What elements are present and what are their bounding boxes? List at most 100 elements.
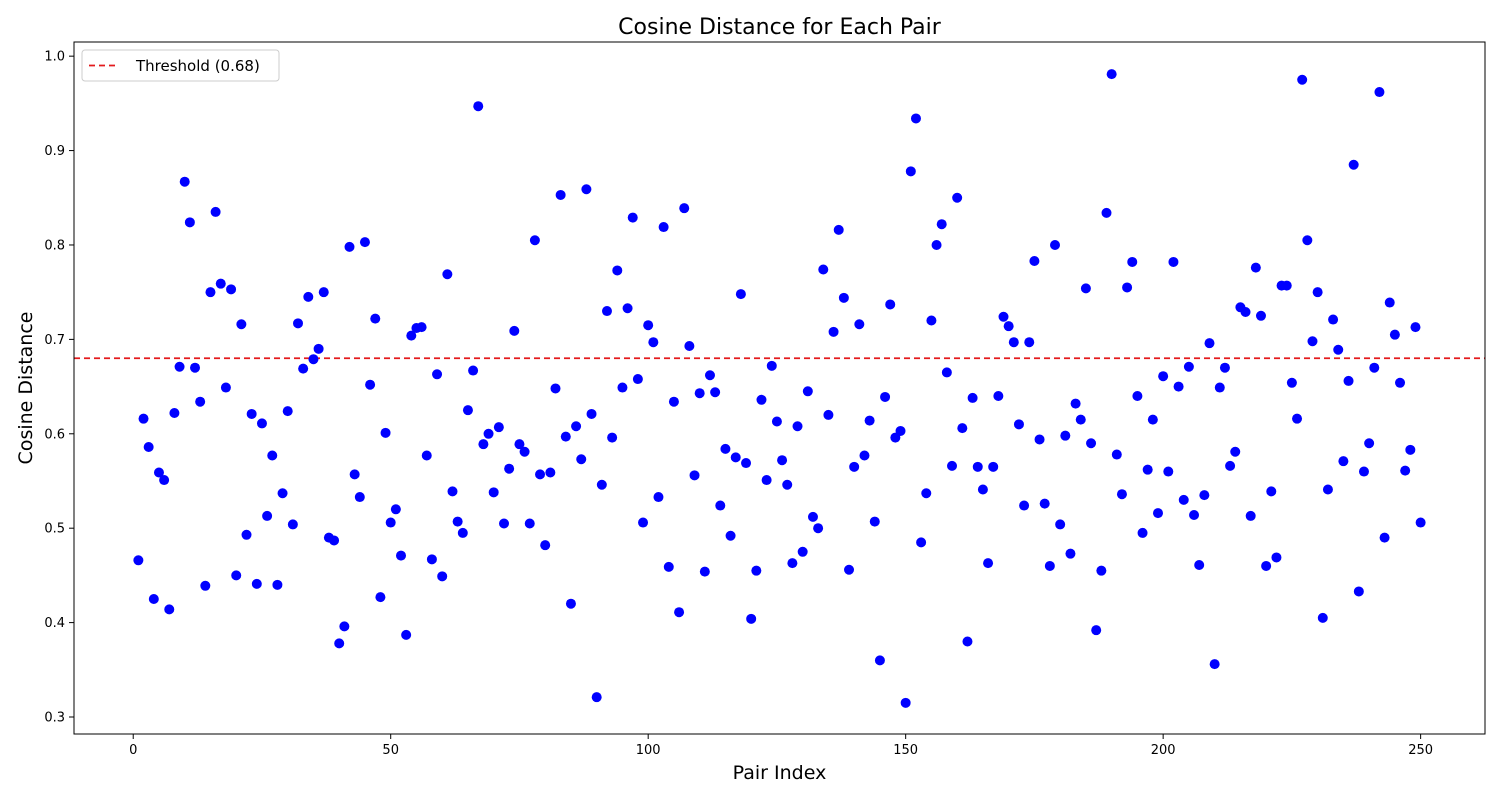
x-tick-label: 0: [129, 743, 137, 758]
axis-ticks: 0 50 100 150 200 250 0.3 0.4 0.5 0.6 0.7 0.8 0.9 1.0: [44, 50, 1433, 758]
data-point: [385, 517, 396, 528]
data-point: [380, 427, 391, 438]
data-point: [396, 550, 407, 561]
data-point: [1096, 565, 1107, 576]
data-point: [926, 315, 937, 326]
data-point: [1178, 494, 1189, 505]
data-point: [1183, 361, 1194, 372]
data-point: [916, 537, 927, 548]
data-point: [622, 303, 633, 314]
data-point: [1281, 280, 1292, 291]
legend: Threshold (0.68): [81, 49, 280, 82]
x-tick-label: 250: [1408, 743, 1433, 758]
x-tick-label: 200: [1151, 743, 1176, 758]
data-point: [1317, 612, 1328, 623]
data-point: [1055, 519, 1066, 530]
data-point: [210, 206, 221, 217]
data-point: [1261, 560, 1272, 571]
data-point: [1086, 438, 1097, 449]
data-point: [591, 692, 602, 703]
data-point: [797, 546, 808, 557]
data-point: [910, 113, 921, 124]
data-point: [782, 479, 793, 490]
data-point: [1204, 338, 1215, 349]
data-point: [303, 291, 314, 302]
data-point: [612, 265, 623, 276]
data-point: [1405, 444, 1416, 455]
data-point: [735, 289, 746, 300]
data-point: [334, 638, 345, 649]
data-point: [977, 484, 988, 495]
data-point: [421, 450, 432, 461]
x-axis-label: Pair Index: [733, 762, 827, 784]
data-point: [1199, 490, 1210, 501]
data-point: [190, 362, 201, 373]
data-point: [1395, 377, 1406, 388]
data-point: [169, 408, 180, 419]
data-point: [957, 423, 968, 434]
y-tick-label: 1.0: [44, 50, 65, 65]
data-point: [1034, 434, 1045, 445]
data-point: [1328, 314, 1339, 325]
data-point: [1091, 625, 1102, 636]
y-axis-label: Cosine Distance: [15, 312, 37, 465]
plot-frame: [73, 41, 1486, 735]
data-point: [885, 299, 896, 310]
data-point: [535, 469, 546, 480]
data-point: [519, 446, 530, 457]
data-point: [442, 269, 453, 280]
data-point: [571, 421, 582, 432]
data-point: [1137, 527, 1148, 538]
data-point: [143, 442, 154, 453]
data-point: [1070, 398, 1081, 409]
data-point: [1152, 508, 1163, 519]
data-point: [1116, 489, 1127, 500]
data-point: [1214, 382, 1225, 393]
data-point: [972, 461, 983, 472]
data-point: [895, 425, 906, 436]
data-point: [251, 578, 262, 589]
data-point: [1343, 375, 1354, 386]
data-point: [1111, 449, 1122, 460]
data-point: [174, 361, 185, 372]
data-point: [1019, 500, 1030, 511]
data-point: [318, 287, 329, 298]
data-point: [689, 470, 700, 481]
data-point: [524, 518, 535, 529]
data-point: [792, 421, 803, 432]
data-point: [437, 571, 448, 582]
data-point: [751, 565, 762, 576]
data-point: [138, 413, 149, 424]
data-point: [483, 428, 494, 439]
data-point: [802, 386, 813, 397]
data-point: [1163, 466, 1174, 477]
data-point: [1400, 465, 1411, 476]
data-point: [1101, 207, 1112, 218]
data-point: [313, 343, 324, 354]
data-point: [704, 370, 715, 381]
data-point: [473, 101, 484, 112]
data-point: [220, 382, 231, 393]
data-point: [849, 461, 860, 472]
data-point: [1106, 69, 1117, 80]
data-point: [1173, 381, 1184, 392]
data-point: [329, 535, 340, 546]
data-point: [148, 593, 159, 604]
data-point: [298, 363, 309, 374]
data-point: [1333, 344, 1344, 355]
data-point: [638, 517, 649, 528]
data-point: [766, 360, 777, 371]
data-point: [1353, 586, 1364, 597]
data-point: [272, 579, 283, 590]
data-point: [1044, 560, 1055, 571]
data-point: [1080, 283, 1091, 294]
data-point: [1008, 337, 1019, 348]
data-point: [1389, 329, 1400, 340]
data-point: [854, 319, 865, 330]
data-point: [545, 467, 556, 478]
data-point: [998, 311, 1009, 322]
data-point: [231, 570, 242, 581]
data-point: [293, 318, 304, 329]
data-point: [617, 382, 628, 393]
data-point: [627, 212, 638, 223]
